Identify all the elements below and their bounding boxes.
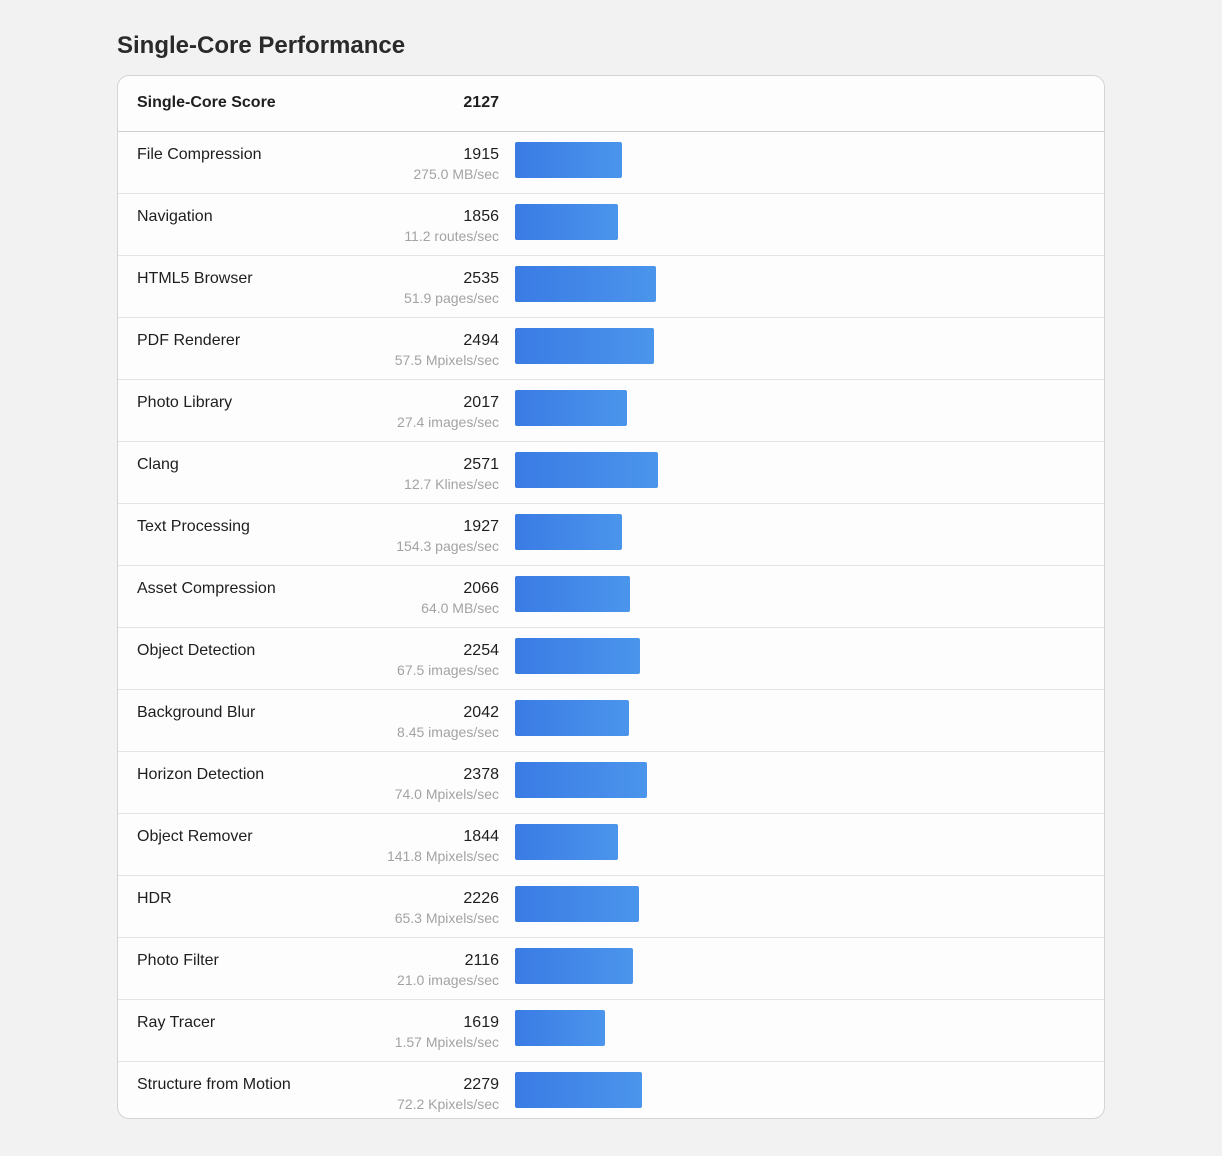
benchmark-score: 2571 xyxy=(463,456,499,473)
score-bar xyxy=(515,514,622,550)
benchmark-score: 2042 xyxy=(463,704,499,721)
benchmark-row: Navigation 1856 11.2 routes/sec xyxy=(118,194,1104,256)
single-core-score-row: Single-Core Score 2127 xyxy=(118,76,1104,132)
benchmark-name: Navigation xyxy=(137,208,213,225)
score-bar xyxy=(515,638,640,674)
score-bar xyxy=(515,328,654,364)
benchmark-row: HTML5 Browser 2535 51.9 pages/sec xyxy=(118,256,1104,318)
benchmark-name: Structure from Motion xyxy=(137,1076,291,1093)
benchmark-name: Object Detection xyxy=(137,642,256,659)
single-core-score-label: Single-Core Score xyxy=(137,94,276,111)
benchmark-score: 2066 xyxy=(463,580,499,597)
benchmark-row: PDF Renderer 2494 57.5 Mpixels/sec xyxy=(118,318,1104,380)
score-bar xyxy=(515,142,622,178)
benchmark-throughput: 72.2 Kpixels/sec xyxy=(397,1096,499,1112)
score-bar xyxy=(515,824,618,860)
score-bar xyxy=(515,204,618,240)
benchmark-throughput: 67.5 images/sec xyxy=(397,662,499,678)
benchmark-score: 1927 xyxy=(463,518,499,535)
score-bar xyxy=(515,266,656,302)
benchmark-score: 1856 xyxy=(463,208,499,225)
score-bar xyxy=(515,948,633,984)
benchmark-score: 1844 xyxy=(463,828,499,845)
benchmark-row: Clang 2571 12.7 Klines/sec xyxy=(118,442,1104,504)
benchmark-name: File Compression xyxy=(137,146,262,163)
benchmark-row: Photo Library 2017 27.4 images/sec xyxy=(118,380,1104,442)
benchmark-name: HDR xyxy=(137,890,172,907)
benchmark-score: 2494 xyxy=(463,332,499,349)
score-bar xyxy=(515,762,647,798)
benchmark-table: Single-Core Score 2127 File Compression 1… xyxy=(117,75,1105,1119)
benchmark-row: Asset Compression 2066 64.0 MB/sec xyxy=(118,566,1104,628)
benchmark-throughput: 1.57 Mpixels/sec xyxy=(394,1034,499,1050)
benchmark-row: Structure from Motion 2279 72.2 Kpixels/se… xyxy=(118,1062,1104,1118)
benchmark-throughput: 8.45 images/sec xyxy=(397,724,499,740)
benchmark-score: 2279 xyxy=(463,1076,499,1093)
single-core-score-value: 2127 xyxy=(463,94,499,111)
score-bar xyxy=(515,700,629,736)
benchmark-throughput: 57.5 Mpixels/sec xyxy=(394,352,499,368)
benchmark-throughput: 65.3 Mpixels/sec xyxy=(394,910,499,926)
score-bar xyxy=(515,576,630,612)
benchmark-name: Asset Compression xyxy=(137,580,276,597)
benchmark-row: Object Detection 2254 67.5 images/sec xyxy=(118,628,1104,690)
benchmark-name: Background Blur xyxy=(137,704,256,721)
benchmark-throughput: 27.4 images/sec xyxy=(397,414,499,430)
score-bar xyxy=(515,390,627,426)
score-bar xyxy=(515,886,639,922)
benchmark-throughput: 12.7 Klines/sec xyxy=(404,476,499,492)
benchmark-score: 2017 xyxy=(463,394,499,411)
score-bar xyxy=(515,452,658,488)
benchmark-score: 2254 xyxy=(463,642,499,659)
benchmark-name: Photo Library xyxy=(137,394,233,411)
benchmark-row: Photo Filter 2116 21.0 images/sec xyxy=(118,938,1104,1000)
benchmark-throughput: 275.0 MB/sec xyxy=(413,166,499,182)
benchmark-name: PDF Renderer xyxy=(137,332,241,349)
benchmark-name: Clang xyxy=(137,456,179,473)
benchmark-rows: File Compression 1915 275.0 MB/sec Navigati… xyxy=(118,132,1104,1118)
benchmark-row: Ray Tracer 1619 1.57 Mpixels/sec xyxy=(118,1000,1104,1062)
benchmark-throughput: 11.2 routes/sec xyxy=(404,228,499,244)
benchmark-row: Object Remover 1844 141.8 Mpixels/sec xyxy=(118,814,1104,876)
score-bar xyxy=(515,1010,605,1046)
benchmark-throughput: 74.0 Mpixels/sec xyxy=(394,786,499,802)
benchmark-name: Text Processing xyxy=(137,518,250,535)
benchmark-score: 2116 xyxy=(464,952,499,969)
benchmark-row: File Compression 1915 275.0 MB/sec xyxy=(118,132,1104,194)
benchmark-name: Horizon Detection xyxy=(137,766,265,783)
benchmark-name: Object Remover xyxy=(137,828,253,845)
benchmark-throughput: 21.0 images/sec xyxy=(397,972,499,988)
benchmark-row: Text Processing 1927 154.3 pages/sec xyxy=(118,504,1104,566)
benchmark-score: 1619 xyxy=(463,1014,499,1031)
benchmark-row: Horizon Detection 2378 74.0 Mpixels/sec xyxy=(118,752,1104,814)
benchmark-score: 2226 xyxy=(463,890,499,907)
benchmark-score: 2535 xyxy=(463,270,499,287)
benchmark-throughput: 64.0 MB/sec xyxy=(421,600,499,616)
benchmark-name: Ray Tracer xyxy=(137,1014,216,1031)
benchmark-throughput: 141.8 Mpixels/sec xyxy=(386,848,499,864)
benchmark-throughput: 51.9 pages/sec xyxy=(404,290,499,306)
benchmark-row: Background Blur 2042 8.45 images/sec xyxy=(118,690,1104,752)
benchmark-name: Photo Filter xyxy=(137,952,219,969)
benchmark-row: HDR 2226 65.3 Mpixels/sec xyxy=(118,876,1104,938)
benchmark-score: 2378 xyxy=(463,766,499,783)
score-bar xyxy=(515,1072,642,1108)
benchmark-throughput: 154.3 pages/sec xyxy=(396,538,499,554)
benchmark-score: 1915 xyxy=(463,146,499,163)
benchmark-name: HTML5 Browser xyxy=(137,270,253,287)
page-title: Single-Core Performance xyxy=(117,32,406,59)
